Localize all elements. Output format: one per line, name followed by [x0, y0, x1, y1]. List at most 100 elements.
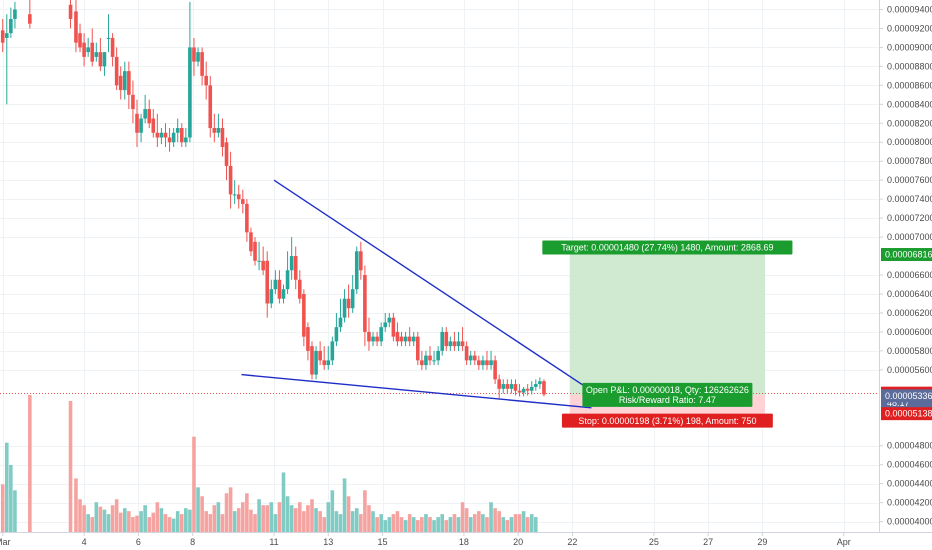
candle-body	[534, 384, 538, 387]
time-tick-label: 11	[269, 537, 278, 547]
candle-body	[464, 346, 469, 361]
candle-body	[493, 360, 497, 380]
target-label-bg	[542, 240, 793, 255]
volume-bar	[293, 508, 298, 532]
candle-body	[200, 52, 204, 76]
candle-body	[228, 165, 233, 195]
volume-bar	[289, 505, 294, 532]
price-tick-label: 0.00006000	[887, 327, 932, 337]
volume-bar	[208, 514, 213, 532]
candle-body	[98, 52, 103, 67]
candle-body	[342, 298, 347, 318]
volume-bar	[78, 499, 82, 532]
volume-bar	[338, 514, 343, 532]
candle-body	[171, 132, 176, 143]
volume-bar	[448, 517, 453, 532]
candle-body	[444, 331, 449, 347]
stop-price-tag-bg	[881, 407, 932, 421]
price-tick-label: 0.00005600	[887, 365, 932, 375]
volume-bar	[534, 517, 538, 532]
volume-bar	[94, 502, 99, 532]
risk-reward-text: Risk/Reward Ratio: 7.47	[619, 395, 716, 405]
candle-body	[460, 341, 465, 347]
volume-bar	[4, 442, 9, 532]
volume-bar	[106, 514, 111, 532]
candle-body	[302, 293, 306, 337]
volume-bar	[468, 517, 473, 532]
volume-bar	[257, 499, 261, 532]
candle-body	[513, 384, 518, 391]
candle-body	[363, 275, 367, 332]
volume-bar	[265, 505, 270, 532]
price-tick-label: 0.00004400	[887, 479, 932, 489]
time-tick-label: 4	[82, 537, 87, 547]
volume-bar	[359, 514, 363, 532]
volume-bar	[269, 502, 274, 532]
candle-body	[28, 14, 32, 24]
stop-price-tag-text: 0.00005138	[885, 409, 932, 419]
candle-body	[94, 52, 99, 57]
target-label: Target: 0.00001480 (27.74%) 1480, Amount…	[542, 240, 793, 255]
candle-body	[485, 360, 489, 366]
volume-bar	[391, 514, 396, 532]
volume-bar	[395, 511, 400, 532]
candle-body	[102, 52, 107, 67]
entry-price-tag-text: 0.00005336	[885, 391, 932, 401]
volume-bar	[110, 505, 115, 532]
candle-body	[9, 18, 13, 34]
candle-body	[82, 42, 86, 57]
price-tick-label: 0.00007600	[887, 175, 932, 185]
time-tick-label: 13	[323, 537, 333, 547]
volume-bar	[387, 517, 392, 532]
volume-bar	[245, 493, 249, 532]
candle-body	[184, 137, 188, 143]
volume-bar	[163, 514, 168, 532]
volume-bar	[440, 514, 445, 532]
candle-body	[261, 260, 265, 271]
volume-bar	[354, 508, 359, 532]
volume-bar	[179, 514, 184, 532]
price-tick-label: 0.00008600	[887, 80, 932, 90]
candle-body	[297, 279, 302, 299]
candle-body	[236, 194, 241, 200]
candle-body	[399, 336, 404, 342]
price-tick-label: 0.00006600	[887, 270, 932, 280]
candle-body	[188, 47, 192, 138]
price-tick-label: 0.00009400	[887, 4, 932, 14]
candle-body	[525, 388, 530, 391]
volume-bar	[318, 511, 322, 532]
candle-body	[436, 350, 440, 361]
time-tick-label: Apr	[837, 537, 851, 547]
volume-bar	[159, 508, 164, 532]
target-price-tag: 0.00006816	[881, 248, 932, 262]
volume-bar	[517, 514, 522, 532]
volume-bar	[216, 502, 221, 532]
volume-bar	[122, 508, 127, 532]
volume-bar	[342, 478, 347, 532]
volume-bar	[371, 511, 375, 532]
candle-body	[135, 113, 139, 133]
candle-body	[167, 137, 172, 143]
candle-body	[521, 388, 526, 393]
candle-body	[440, 331, 445, 351]
candle-body	[277, 279, 282, 299]
candle-body	[257, 260, 261, 262]
time-tick-label: 18	[459, 537, 469, 547]
candle-body	[538, 381, 542, 385]
volume-bar	[489, 502, 493, 532]
volume-bar	[68, 400, 73, 532]
candle-body	[310, 346, 314, 375]
candle-body	[318, 350, 322, 361]
volume-bar	[236, 508, 241, 532]
candle-body	[338, 317, 343, 328]
volume-bar	[456, 517, 461, 532]
candle-body	[395, 331, 400, 342]
price-tick-label: 0.00008200	[887, 118, 932, 128]
candle-body	[139, 118, 143, 133]
volume-bar	[415, 520, 420, 532]
candle-body	[106, 37, 111, 39]
candle-body	[387, 317, 392, 323]
candle-body	[330, 341, 335, 361]
volume-bar	[212, 505, 217, 532]
